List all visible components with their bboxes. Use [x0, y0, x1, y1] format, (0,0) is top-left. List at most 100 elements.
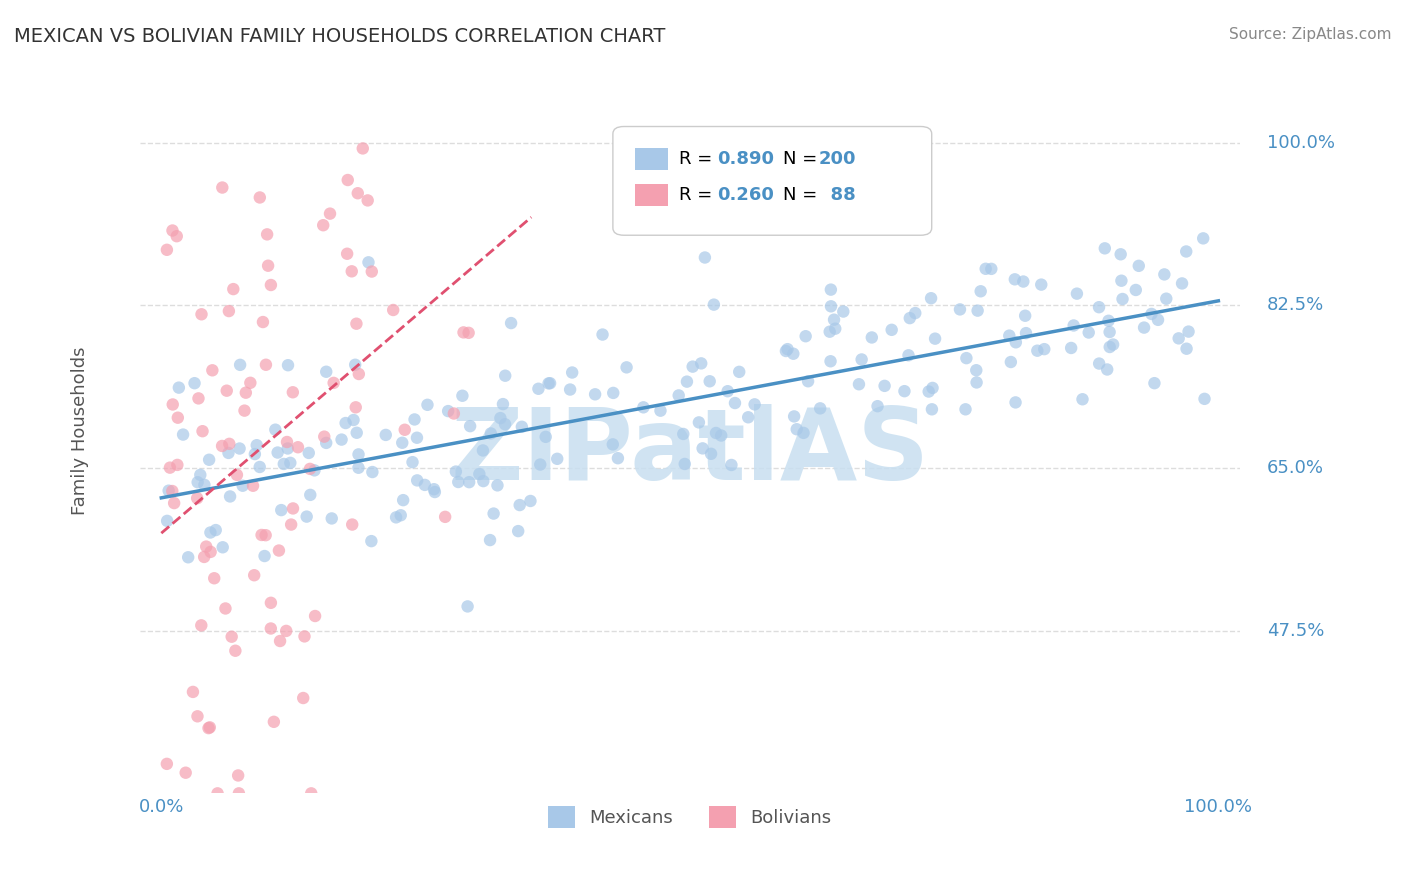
Point — [724, 396, 747, 410]
Point — [187, 475, 209, 490]
Point — [453, 326, 475, 340]
Point — [207, 786, 229, 800]
Point — [423, 485, 446, 500]
Point — [717, 384, 740, 399]
Point — [312, 218, 335, 232]
Point — [873, 379, 896, 393]
Point — [294, 629, 316, 643]
Text: Source: ZipAtlas.com: Source: ZipAtlas.com — [1229, 27, 1392, 42]
Point — [509, 498, 531, 512]
Point — [186, 491, 208, 505]
Point — [406, 431, 429, 445]
Point — [897, 348, 920, 362]
Point — [336, 246, 359, 260]
Point — [187, 392, 209, 406]
Point — [832, 304, 855, 318]
Point — [1066, 286, 1088, 301]
Point — [263, 714, 285, 729]
Point — [965, 363, 987, 377]
Point — [1031, 277, 1053, 292]
Point — [1111, 292, 1133, 306]
Point — [188, 467, 211, 482]
Point — [277, 442, 299, 456]
Point — [1014, 309, 1036, 323]
Point — [423, 482, 446, 496]
Point — [1033, 342, 1056, 356]
Point — [319, 206, 342, 220]
Point — [167, 381, 190, 395]
Point — [1147, 313, 1170, 327]
Point — [277, 358, 299, 372]
FancyBboxPatch shape — [636, 185, 668, 206]
Point — [156, 243, 179, 257]
Point — [1140, 307, 1163, 321]
Point — [200, 545, 222, 559]
Text: 100.0%: 100.0% — [1267, 134, 1336, 152]
Point — [269, 634, 291, 648]
Point — [1194, 392, 1216, 406]
Point — [688, 416, 710, 430]
Point — [848, 377, 870, 392]
Point — [222, 282, 245, 296]
Point — [492, 397, 515, 411]
Point — [215, 384, 238, 398]
Point — [534, 430, 557, 444]
Point — [242, 479, 264, 493]
Point — [775, 344, 797, 359]
Point — [183, 376, 205, 391]
Point — [744, 397, 766, 411]
Point — [437, 404, 460, 418]
Point — [893, 384, 915, 399]
Point — [200, 525, 222, 540]
Point — [904, 306, 927, 320]
Point — [820, 299, 842, 313]
Point — [457, 599, 479, 614]
Point — [1071, 392, 1094, 407]
Point — [1097, 314, 1119, 328]
Point — [224, 644, 246, 658]
Point — [457, 326, 479, 340]
Point — [792, 425, 814, 440]
Point — [494, 368, 516, 383]
Point — [191, 424, 214, 438]
Point — [218, 437, 240, 451]
Point — [820, 283, 842, 297]
Point — [267, 543, 290, 558]
Point — [668, 388, 690, 402]
Point — [482, 507, 505, 521]
Point — [692, 442, 714, 456]
Text: N =: N = — [783, 186, 824, 204]
Point — [385, 510, 408, 524]
Point — [304, 609, 326, 624]
Point — [860, 330, 883, 344]
Point — [346, 317, 368, 331]
Point — [606, 451, 628, 466]
Point — [818, 325, 841, 339]
Point — [342, 413, 364, 427]
Point — [257, 259, 280, 273]
FancyBboxPatch shape — [636, 148, 668, 170]
Point — [823, 312, 845, 326]
Point — [783, 409, 806, 424]
Point — [292, 691, 315, 706]
Point — [537, 376, 560, 391]
Text: R =: R = — [679, 186, 718, 204]
Point — [315, 365, 337, 379]
Point — [361, 465, 384, 479]
Point — [921, 402, 943, 417]
Point — [352, 141, 374, 155]
Point — [193, 549, 215, 564]
Text: 200: 200 — [818, 150, 856, 168]
Point — [1153, 268, 1175, 282]
Point — [921, 381, 943, 395]
Point — [202, 571, 225, 585]
Point — [918, 384, 941, 399]
Point — [186, 709, 208, 723]
Point — [193, 478, 215, 492]
Point — [401, 455, 423, 469]
Point — [295, 509, 318, 524]
Point — [276, 624, 298, 638]
Point — [394, 423, 416, 437]
Point — [851, 352, 873, 367]
Text: R =: R = — [679, 150, 718, 168]
